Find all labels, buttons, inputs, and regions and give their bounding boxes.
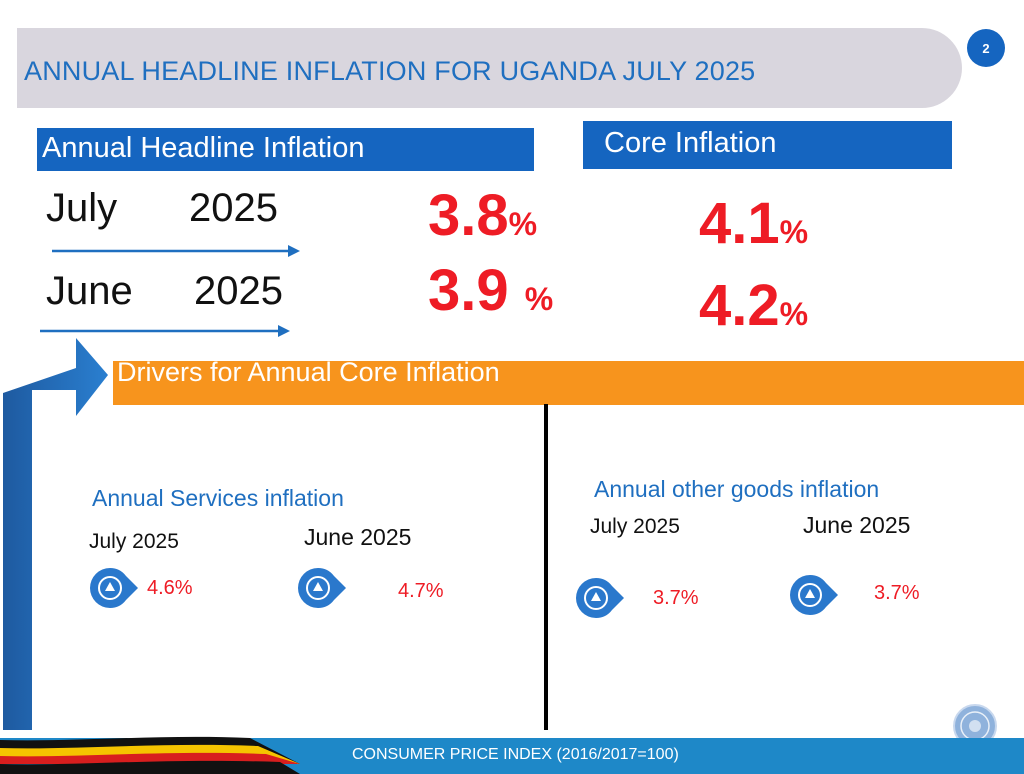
- core-june-value: 4.2%: [699, 272, 808, 339]
- other-goods-july-value: 3.7%: [653, 587, 699, 609]
- other-goods-june-value: 3.7%: [874, 582, 920, 604]
- core-inflation-header-label: Core Inflation: [604, 127, 777, 159]
- headline-july-unit: %: [508, 206, 538, 242]
- headline-july-month: July: [46, 186, 118, 230]
- services-july-period: July 2025: [89, 530, 179, 553]
- services-july-value: 4.6%: [147, 577, 193, 599]
- arrow-icon: [52, 245, 300, 257]
- headline-june-month: June: [46, 269, 133, 313]
- page-title: ANNUAL HEADLINE INFLATION FOR UGANDA JUL…: [24, 56, 756, 86]
- other-goods-june-period: June 2025: [803, 512, 911, 538]
- services-june-value: 4.7%: [398, 580, 444, 602]
- arrow-icon: [40, 325, 290, 337]
- services-inflation-title: Annual Services inflation: [92, 485, 344, 511]
- other-goods-inflation-title: Annual other goods inflation: [594, 476, 880, 502]
- core-july-number: 4.1: [699, 191, 780, 256]
- headline-june-value: 3.9 %: [428, 257, 553, 324]
- core-july-unit: %: [779, 214, 809, 250]
- core-july-value: 4.1%: [699, 190, 808, 257]
- headline-july-year: 2025: [189, 186, 278, 230]
- core-inflation-header: Core Inflation: [583, 121, 952, 169]
- section-divider: [544, 404, 548, 730]
- drivers-bar: [113, 361, 1024, 405]
- up-arrow-circle-icon: [790, 575, 838, 615]
- seal-logo-icon: [953, 704, 997, 748]
- up-arrow-circle-icon: [576, 578, 624, 618]
- footer-text: CONSUMER PRICE INDEX (2016/2017=100): [352, 746, 679, 763]
- headline-june-number: 3.9: [428, 258, 509, 323]
- core-june-unit: %: [779, 296, 809, 332]
- page-number-badge: 2: [967, 29, 1005, 67]
- bent-arrow-icon: [3, 338, 108, 730]
- uganda-flag-ribbon-icon: [0, 736, 300, 774]
- drivers-header: Drivers for Annual Core Inflation: [117, 357, 500, 387]
- other-goods-july-period: July 2025: [590, 515, 680, 538]
- headline-june-unit: %: [524, 281, 554, 317]
- title-banner: [17, 28, 962, 108]
- services-june-period: June 2025: [304, 524, 412, 550]
- headline-july-value: 3.8%: [428, 182, 537, 249]
- up-arrow-circle-icon: [90, 568, 138, 608]
- headline-inflation-header-label: Annual Headline Inflation: [42, 132, 365, 164]
- headline-july-number: 3.8: [428, 183, 509, 248]
- headline-june-year: 2025: [194, 269, 283, 313]
- up-arrow-circle-icon: [298, 568, 346, 608]
- headline-inflation-header: Annual Headline Inflation: [37, 128, 534, 171]
- core-june-number: 4.2: [699, 273, 780, 338]
